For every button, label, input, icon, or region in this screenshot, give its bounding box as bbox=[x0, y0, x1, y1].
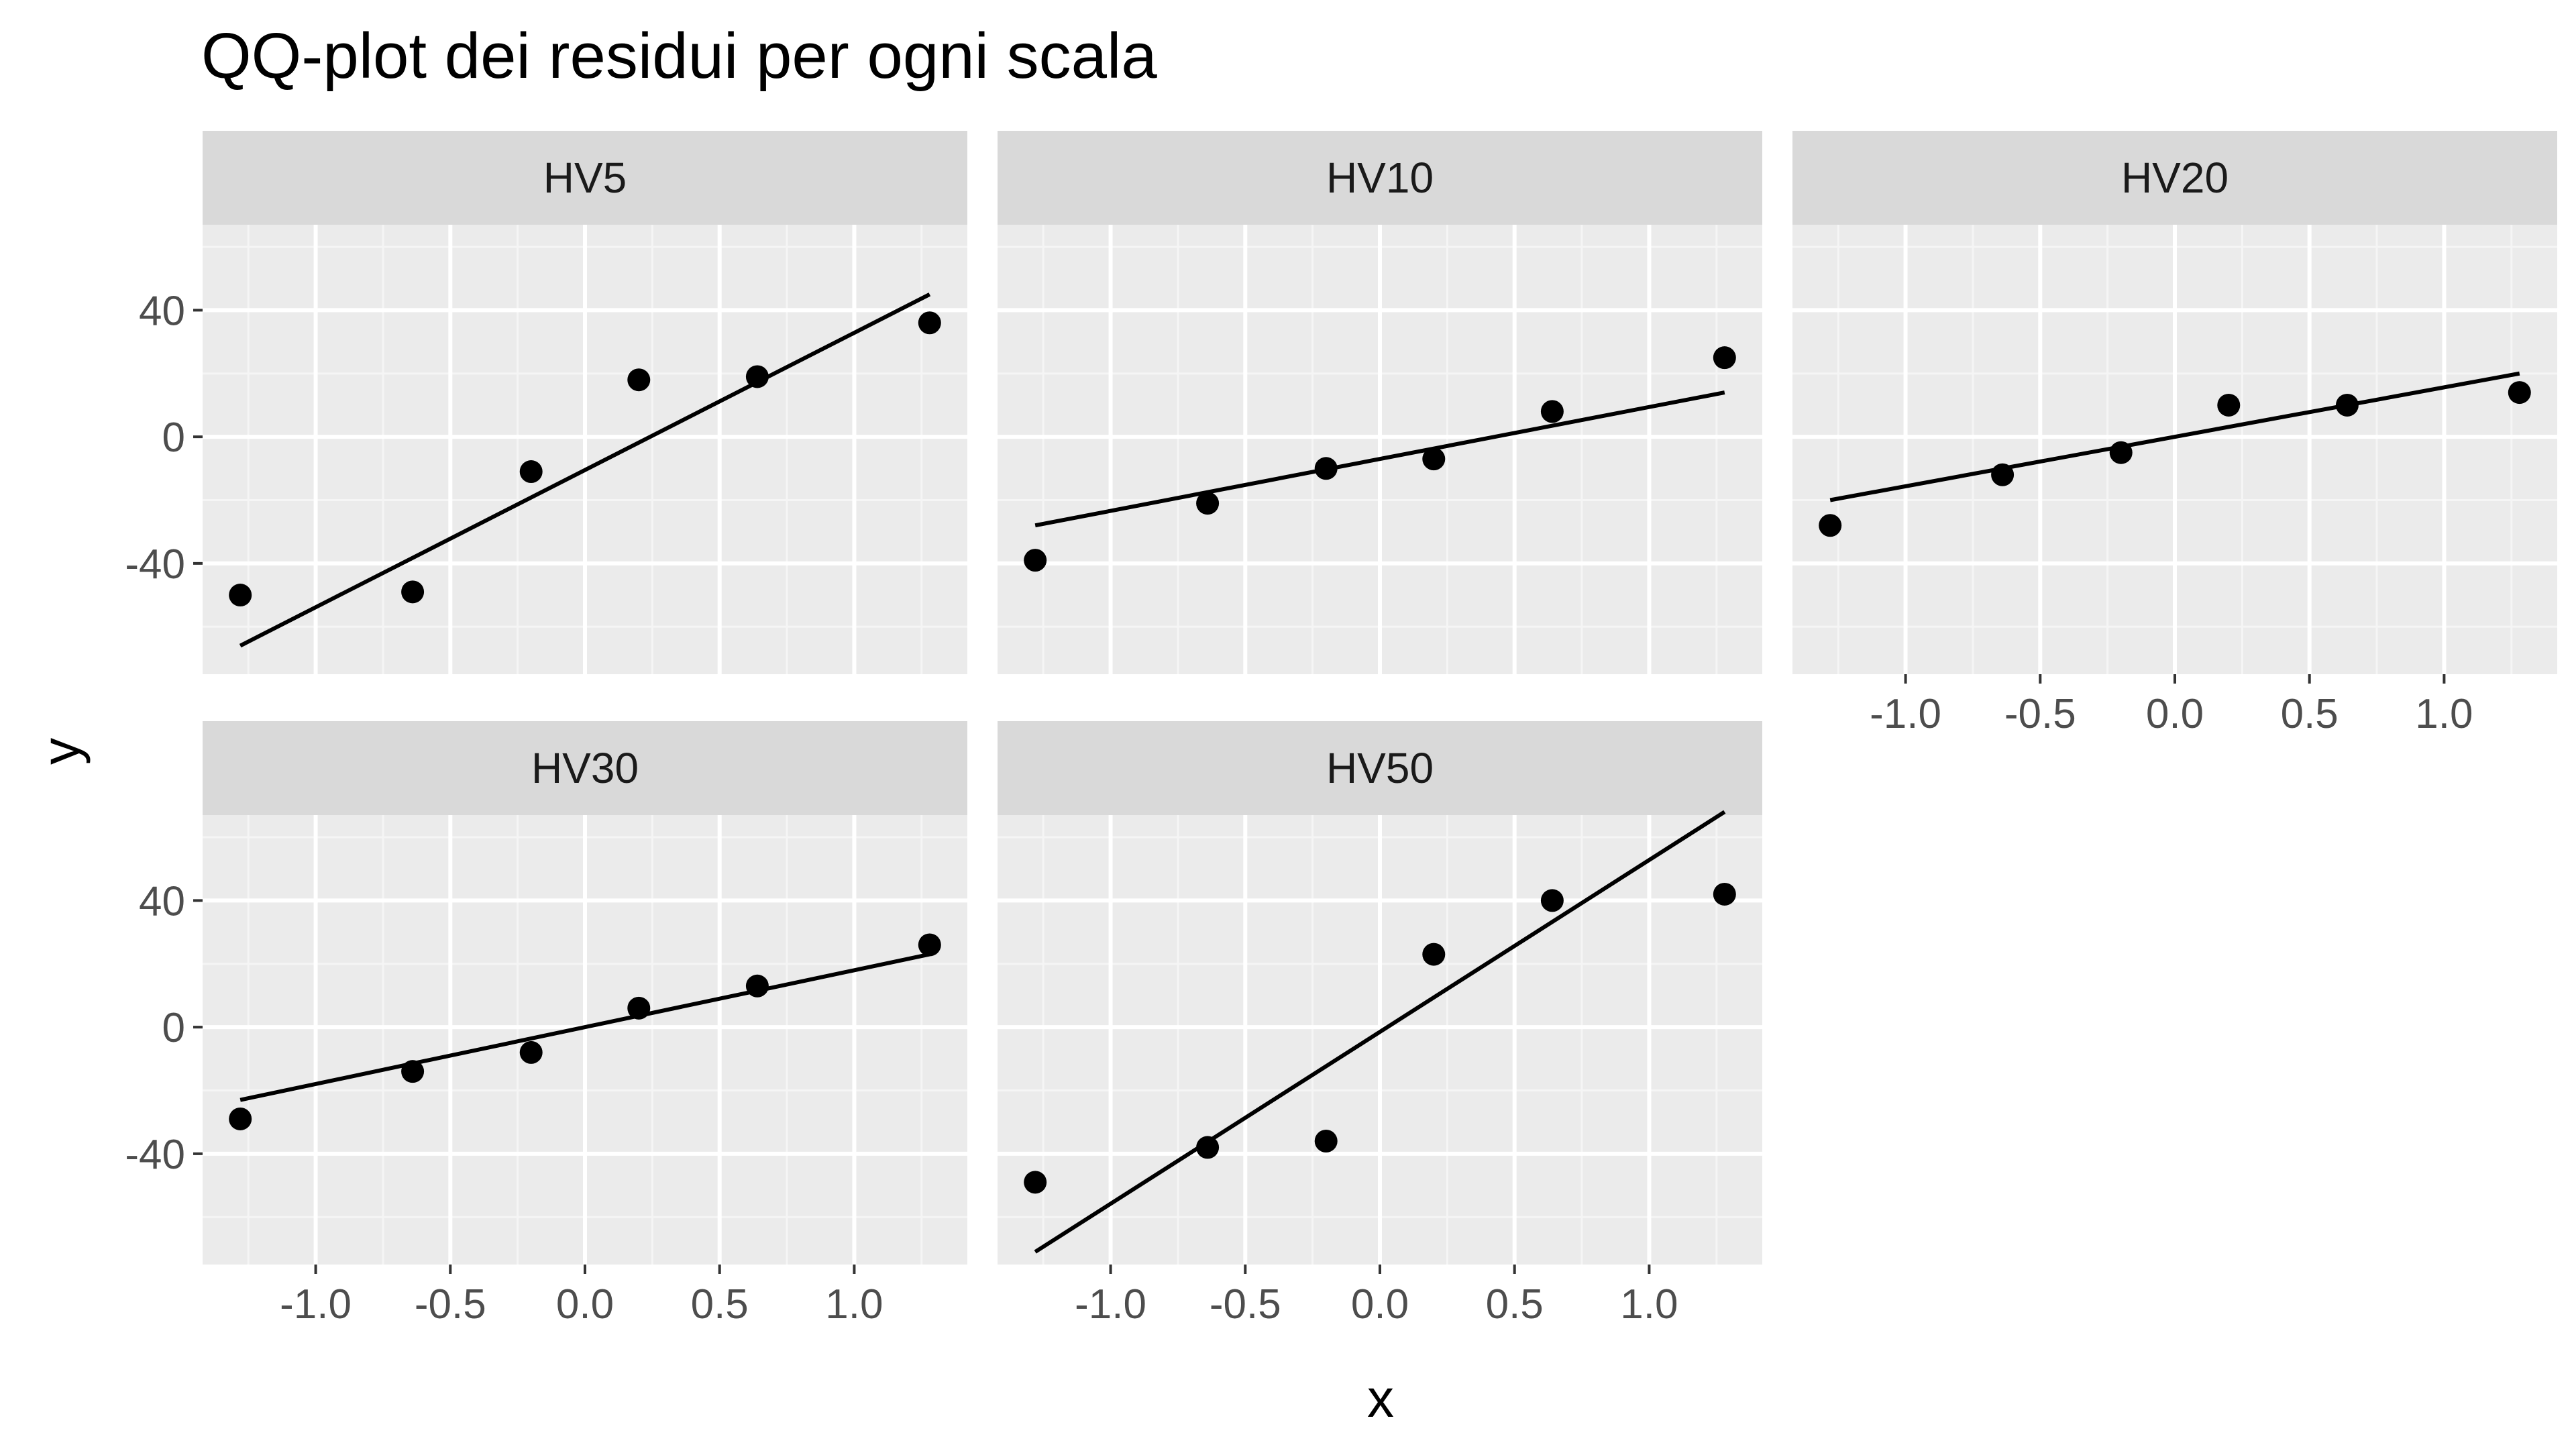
data-point bbox=[1540, 400, 1564, 423]
data-point bbox=[401, 580, 425, 604]
x-tick-label: 0.5 bbox=[1486, 1281, 1544, 1328]
x-tick-label: 1.0 bbox=[825, 1281, 883, 1328]
data-point bbox=[401, 1060, 425, 1083]
panel-strip-label: HV20 bbox=[2121, 154, 2229, 202]
x-tick-label: 0.0 bbox=[2146, 691, 2204, 737]
data-point bbox=[1196, 1136, 1220, 1159]
x-tick-label: 0.0 bbox=[1351, 1281, 1409, 1328]
qq-reference-line bbox=[1034, 810, 1726, 1254]
panel-strip-label: HV50 bbox=[1326, 744, 1434, 792]
data-point bbox=[745, 365, 769, 388]
y-tick-label: 40 bbox=[139, 288, 185, 334]
y-tick-label: -40 bbox=[125, 541, 185, 588]
qq-reference-line bbox=[239, 952, 930, 1102]
x-tick-label: -1.0 bbox=[1870, 691, 1941, 737]
data-point bbox=[229, 1107, 252, 1130]
panel-strip-label: HV10 bbox=[1326, 154, 1434, 202]
panel-strip-label: HV5 bbox=[543, 154, 627, 202]
data-point bbox=[1713, 882, 1736, 906]
data-point bbox=[745, 974, 769, 998]
x-tick-label: 1.0 bbox=[1620, 1281, 1678, 1328]
panel-hv5: HV5 -40 0 40 bbox=[125, 131, 967, 674]
x-tick-label: -1.0 bbox=[280, 1281, 352, 1328]
qq-reference-line bbox=[1829, 371, 2520, 502]
panel-hv50: HV50 -1.0 -0.5 0.0 0.5 1.0 bbox=[998, 721, 1762, 1328]
x-tick-label: -1.0 bbox=[1075, 1281, 1146, 1328]
x-axis-title: x bbox=[1367, 1368, 1394, 1428]
data-point bbox=[1024, 1171, 1047, 1194]
y-tick-label: 0 bbox=[162, 415, 185, 461]
data-point bbox=[2109, 441, 2133, 464]
x-tick-label: 0.5 bbox=[691, 1281, 749, 1328]
panels-layer: HV5 -40 0 40 HV10 HV20 -1.0 -0.5 0.0 0.5 1.0 HV30 -4… bbox=[125, 131, 2557, 1328]
y-tick-label: -40 bbox=[125, 1132, 185, 1178]
data-point bbox=[1540, 889, 1564, 912]
data-point bbox=[1024, 549, 1047, 572]
x-tick-label: -0.5 bbox=[1210, 1281, 1281, 1328]
data-point bbox=[1713, 346, 1736, 370]
data-point bbox=[1991, 463, 2015, 486]
data-point bbox=[627, 996, 651, 1020]
x-tick-label: 1.0 bbox=[2415, 691, 2473, 737]
x-tick-label: -0.5 bbox=[2004, 691, 2076, 737]
data-point bbox=[1422, 943, 1446, 966]
data-point bbox=[1314, 1129, 1338, 1152]
x-tick-label: 0.5 bbox=[2281, 691, 2339, 737]
qq-reference-line bbox=[1034, 390, 1725, 528]
chart-title: QQ-plot dei residui per ogni scala bbox=[201, 20, 1157, 92]
y-tick-label: 0 bbox=[162, 1005, 185, 1051]
x-tick-label: -0.5 bbox=[415, 1281, 486, 1328]
y-axis-title: y bbox=[31, 738, 91, 765]
panel-strip-label: HV30 bbox=[531, 744, 639, 792]
panel-strip bbox=[998, 131, 1762, 225]
data-point bbox=[2217, 393, 2241, 417]
data-point bbox=[1819, 514, 1842, 537]
y-tick-label: 40 bbox=[139, 878, 185, 924]
data-point bbox=[627, 368, 651, 392]
data-point bbox=[2335, 393, 2359, 417]
panel-strip bbox=[998, 721, 1762, 815]
data-point bbox=[918, 311, 941, 335]
data-point bbox=[2508, 381, 2531, 405]
panel-strip bbox=[203, 131, 967, 225]
data-point bbox=[229, 584, 252, 607]
panel-hv10: HV10 bbox=[998, 131, 1762, 674]
panel-hv30: HV30 -40 0 40 -1.0 -0.5 0.0 0.5 1.0 bbox=[125, 721, 967, 1328]
data-point bbox=[918, 933, 941, 957]
panel-strip bbox=[1792, 131, 2557, 225]
qq-reference-line bbox=[239, 292, 931, 648]
panel-hv20: HV20 -1.0 -0.5 0.0 0.5 1.0 bbox=[1792, 131, 2557, 737]
data-point bbox=[519, 1040, 543, 1064]
x-tick-label: 0.0 bbox=[556, 1281, 614, 1328]
data-point bbox=[1196, 492, 1220, 515]
data-point bbox=[519, 460, 543, 484]
data-point bbox=[1314, 457, 1338, 480]
panel-strip bbox=[203, 721, 967, 815]
data-point bbox=[1422, 447, 1446, 471]
